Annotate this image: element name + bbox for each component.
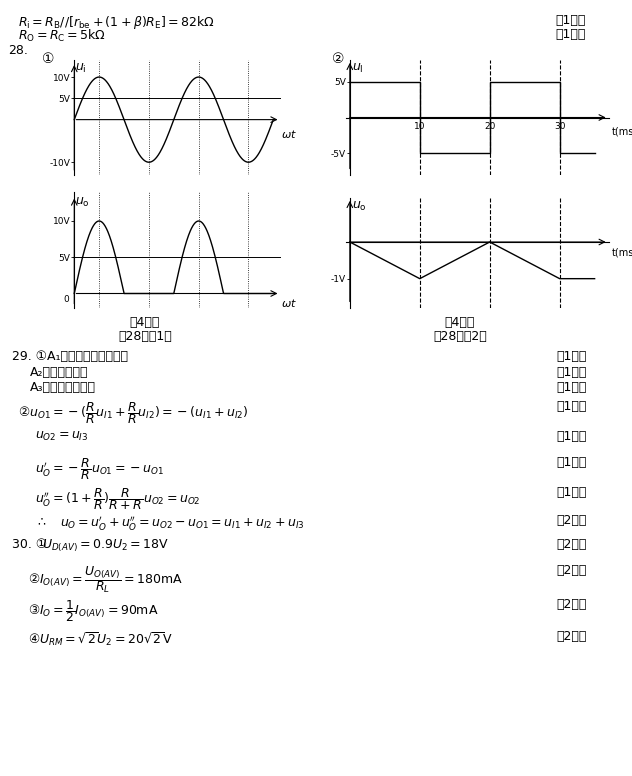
Text: （1分）: （1分） xyxy=(556,366,586,379)
Text: （2分）: （2分） xyxy=(556,630,586,643)
Text: 29. ①A₁：反相加法运算电路: 29. ①A₁：反相加法运算电路 xyxy=(12,350,128,363)
Text: $R_{\rm O}=R_{\rm C}=5\rm k\Omega$: $R_{\rm O}=R_{\rm C}=5\rm k\Omega$ xyxy=(18,28,106,44)
Text: ①: ① xyxy=(42,52,54,66)
Text: $U_{D(AV)}=0.9U_2=18\rm V$: $U_{D(AV)}=0.9U_2=18\rm V$ xyxy=(42,538,169,554)
Text: （2分）: （2分） xyxy=(556,598,586,611)
Text: （2分）: （2分） xyxy=(556,538,586,551)
Text: ②$u_{O1}=-(\dfrac{R}{R}u_{I1}+\dfrac{R}{R}u_{I2})=-(u_{I1}+u_{I2})$: ②$u_{O1}=-(\dfrac{R}{R}u_{I1}+\dfrac{R}{… xyxy=(18,400,248,426)
Text: t(ms): t(ms) xyxy=(612,248,632,258)
Text: （2分）: （2分） xyxy=(556,564,586,577)
Text: （1分）: （1分） xyxy=(556,430,586,443)
Text: $\therefore\quad u_O=u_O'+u_O''=u_{O2}-u_{O1}=u_{I1}+u_{I2}+u_{I3}$: $\therefore\quad u_O=u_O'+u_O''=u_{O2}-u… xyxy=(35,514,305,532)
Text: ④$U_{RM}=\sqrt{2}U_2=20\sqrt{2}\rm V$: ④$U_{RM}=\sqrt{2}U_2=20\sqrt{2}\rm V$ xyxy=(28,630,173,648)
Text: （1分）: （1分） xyxy=(556,456,586,469)
Text: $u_{\rm o}$: $u_{\rm o}$ xyxy=(75,196,90,209)
Text: 30. ①: 30. ① xyxy=(12,538,47,551)
Text: （4分）: （4分） xyxy=(445,316,475,329)
Text: ②$I_{O(AV)}=\dfrac{U_{O(AV)}}{R_L}=180\rm mA$: ②$I_{O(AV)}=\dfrac{U_{O(AV)}}{R_L}=180\r… xyxy=(28,564,183,595)
Text: $u_{O2}=u_{I3}$: $u_{O2}=u_{I3}$ xyxy=(35,430,88,443)
Text: （1分）: （1分） xyxy=(556,486,586,499)
Text: $u_{\rm i}$: $u_{\rm i}$ xyxy=(75,62,87,75)
Text: （2分）: （2分） xyxy=(556,514,586,527)
Text: （1分）: （1分） xyxy=(555,28,585,41)
Text: （1分）: （1分） xyxy=(555,14,585,27)
Text: A₂：电压跟随器: A₂：电压跟随器 xyxy=(30,366,88,379)
Text: $\omega t$: $\omega t$ xyxy=(281,297,297,309)
Text: （1分）: （1分） xyxy=(556,350,586,363)
Text: $u_O''=(1+\dfrac{R}{R})\dfrac{R}{R+R}u_{O2}=u_{O2}$: $u_O''=(1+\dfrac{R}{R})\dfrac{R}{R+R}u_{… xyxy=(35,486,200,512)
Text: （1分）: （1分） xyxy=(556,400,586,413)
Text: 答28图（2）: 答28图（2） xyxy=(433,330,487,343)
Text: $u_{\rm I}$: $u_{\rm I}$ xyxy=(352,61,363,74)
Text: ③$I_O=\dfrac{1}{2}I_{O(AV)}=90\rm mA$: ③$I_O=\dfrac{1}{2}I_{O(AV)}=90\rm mA$ xyxy=(28,598,159,624)
Text: （1分）: （1分） xyxy=(556,381,586,394)
Text: 答28图（1）: 答28图（1） xyxy=(118,330,172,343)
Text: 28.: 28. xyxy=(8,44,28,57)
Text: $\omega t$: $\omega t$ xyxy=(281,128,297,140)
Text: （4分）: （4分） xyxy=(130,316,160,329)
Text: $u_O'=-\dfrac{R}{R}u_{O1}=-u_{O1}$: $u_O'=-\dfrac{R}{R}u_{O1}=-u_{O1}$ xyxy=(35,456,164,482)
Text: ②: ② xyxy=(332,52,344,66)
Text: 0: 0 xyxy=(64,295,70,304)
Text: t(ms): t(ms) xyxy=(612,126,632,136)
Text: $R_{\rm i}=R_{\rm B}//[r_{\rm be}+(1+\beta)R_{\rm E}]=82\rm k\Omega$: $R_{\rm i}=R_{\rm B}//[r_{\rm be}+(1+\be… xyxy=(18,14,215,31)
Text: A₃：减法运算电路: A₃：减法运算电路 xyxy=(30,381,96,394)
Text: $u_{\rm o}$: $u_{\rm o}$ xyxy=(352,200,367,213)
